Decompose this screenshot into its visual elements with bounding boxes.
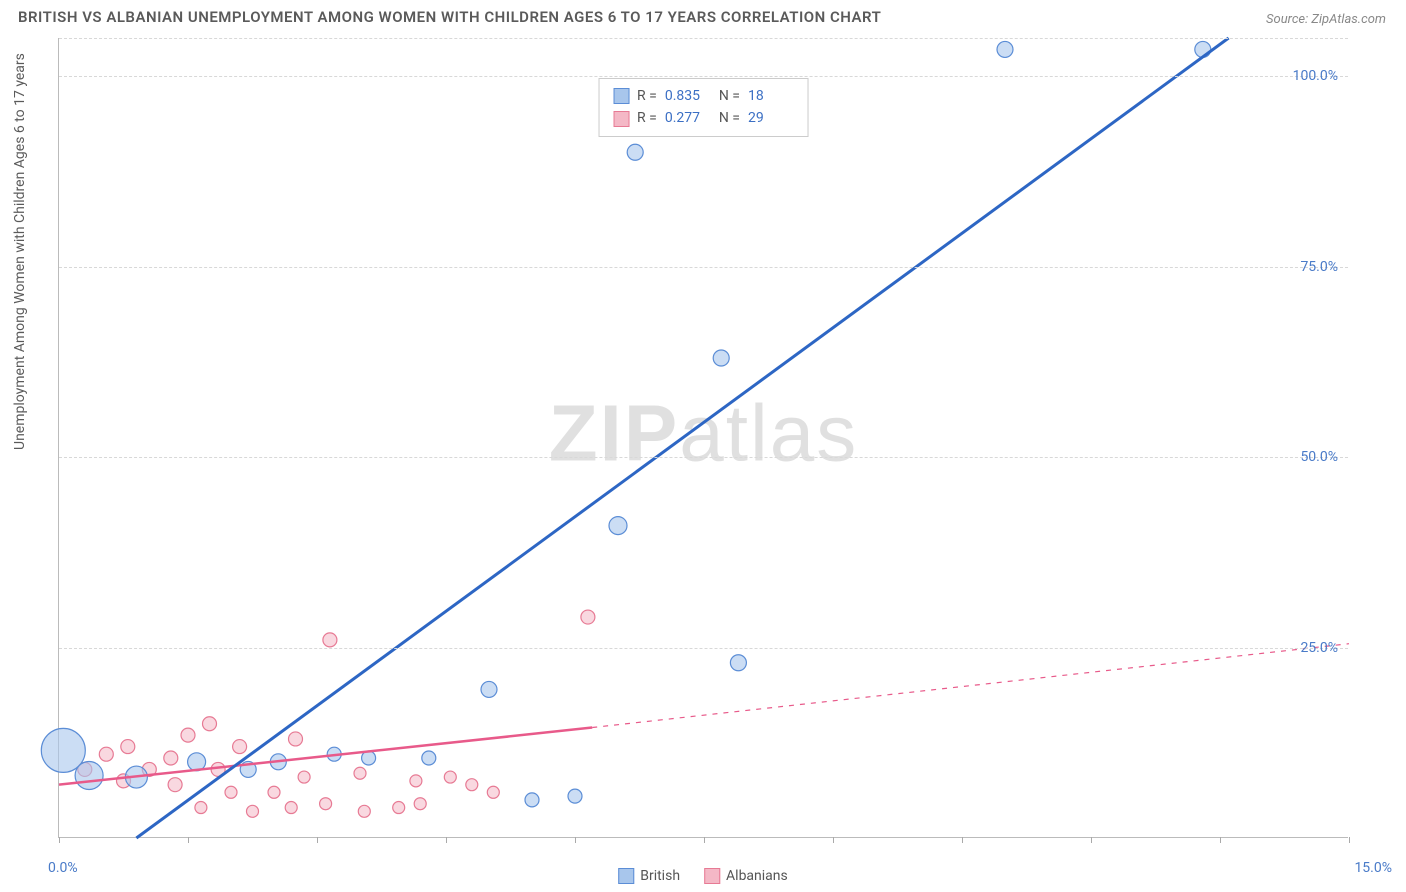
data-point: [358, 805, 370, 817]
y-tick-label: 25.0%: [1300, 640, 1338, 656]
legend-item-albanians: Albanians: [704, 868, 788, 884]
x-tick-0: 0.0%: [48, 860, 78, 876]
n-label: N =: [719, 85, 740, 107]
data-point: [99, 747, 113, 761]
y-tick-label: 50.0%: [1300, 449, 1338, 465]
y-axis-label: Unemployment Among Women with Children A…: [12, 53, 28, 450]
data-point: [203, 717, 217, 731]
plot-svg: [59, 38, 1348, 837]
data-point: [298, 771, 310, 783]
n-label: N =: [719, 107, 740, 129]
data-point: [181, 728, 195, 742]
y-tick-label: 100.0%: [1293, 68, 1338, 84]
data-point: [481, 681, 497, 697]
data-point: [466, 779, 478, 791]
legend-item-british: British: [618, 868, 680, 884]
data-point: [121, 740, 135, 754]
data-point: [525, 793, 539, 807]
legend-swatch-british: [618, 868, 634, 884]
data-point: [730, 655, 746, 671]
data-point: [289, 732, 303, 746]
x-tick-15: 15.0%: [1354, 860, 1392, 876]
source-attribution: Source: ZipAtlas.com: [1266, 12, 1386, 27]
data-point: [609, 517, 627, 535]
bottom-legend: British Albanians: [618, 868, 788, 884]
data-point: [444, 771, 456, 783]
data-point: [225, 786, 237, 798]
legend-label-british: British: [640, 868, 680, 884]
data-point: [164, 751, 178, 765]
data-point: [487, 786, 499, 798]
r-label: R =: [637, 107, 657, 129]
data-point: [168, 778, 182, 792]
stats-legend-box: R = 0.835 N = 18 R = 0.277 N = 29: [598, 78, 809, 137]
legend-label-albanians: Albanians: [726, 868, 788, 884]
data-point: [997, 41, 1013, 57]
chart-title: BRITISH VS ALBANIAN UNEMPLOYMENT AMONG W…: [18, 8, 881, 26]
data-point: [285, 802, 297, 814]
r-value-british: 0.835: [665, 85, 711, 107]
data-point: [233, 740, 247, 754]
data-point: [410, 775, 422, 787]
data-point: [713, 350, 729, 366]
n-value-albanians: 29: [748, 107, 794, 129]
data-point: [195, 802, 207, 814]
data-point: [354, 767, 366, 779]
data-point: [75, 762, 103, 790]
data-point: [393, 802, 405, 814]
r-value-albanians: 0.277: [665, 107, 711, 129]
data-point: [414, 798, 426, 810]
chart-plot-area: ZIPatlas R = 0.835 N = 18 R = 0.277 N = …: [58, 38, 1348, 838]
n-value-british: 18: [748, 85, 794, 107]
data-point: [568, 789, 582, 803]
stats-row-british: R = 0.835 N = 18: [613, 85, 794, 107]
data-point: [320, 798, 332, 810]
y-tick-label: 75.0%: [1300, 259, 1338, 275]
data-point: [581, 610, 595, 624]
swatch-albanians: [613, 111, 629, 127]
data-point: [247, 805, 259, 817]
r-label: R =: [637, 85, 657, 107]
data-point: [268, 786, 280, 798]
data-point: [323, 633, 337, 647]
data-point: [422, 751, 436, 765]
legend-swatch-albanians: [704, 868, 720, 884]
data-point: [627, 144, 643, 160]
data-point: [1195, 41, 1211, 57]
stats-row-albanians: R = 0.277 N = 29: [613, 107, 794, 129]
swatch-british: [613, 88, 629, 104]
